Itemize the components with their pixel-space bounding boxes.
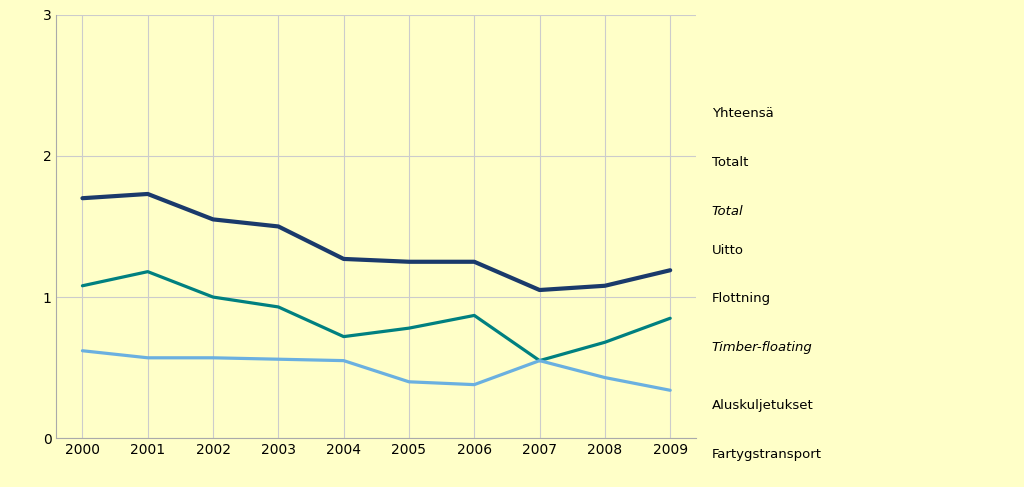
Text: Aluskuljetukset: Aluskuljetukset xyxy=(712,399,813,412)
Text: Yhteensä: Yhteensä xyxy=(712,107,773,120)
Text: Uitto: Uitto xyxy=(712,244,743,257)
Text: Flottning: Flottning xyxy=(712,292,771,305)
Text: Timber-floating: Timber-floating xyxy=(712,341,812,354)
Text: Fartygstransport: Fartygstransport xyxy=(712,448,821,461)
Text: Totalt: Totalt xyxy=(712,156,749,169)
Text: Total: Total xyxy=(712,205,743,218)
